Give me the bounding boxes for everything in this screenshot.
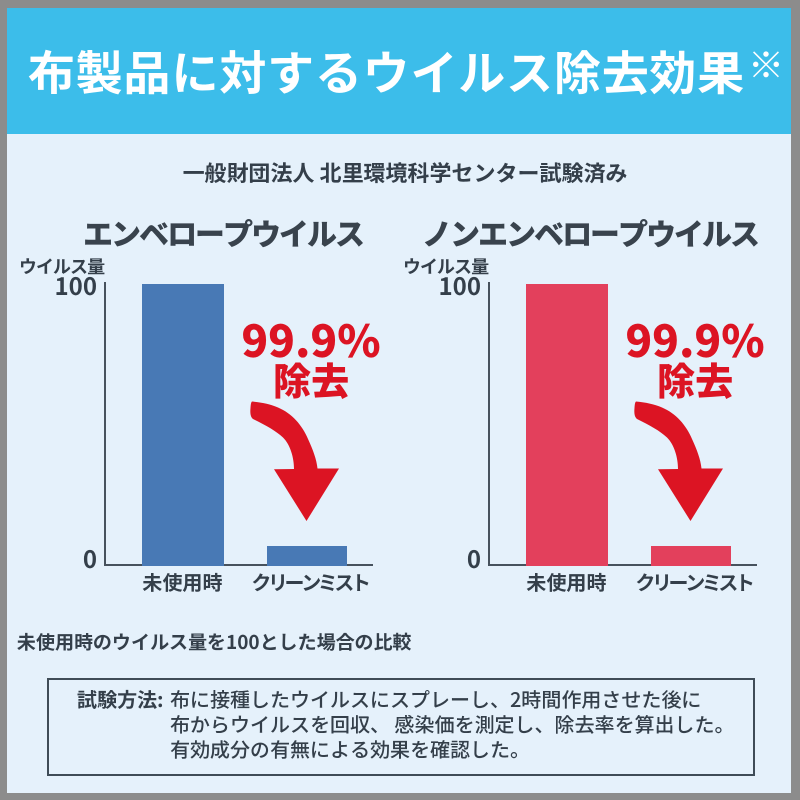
y-tick-100: 100 (54, 267, 97, 302)
bar-unused (526, 284, 608, 566)
removal-label: 除去 (656, 351, 733, 406)
down-arrow-icon (634, 401, 723, 521)
page-title-text: 布製品に対するウイルス除去効果 (28, 34, 745, 104)
y-axis-label: ウイルス量 (19, 253, 105, 279)
x-axis-line (104, 564, 373, 566)
removal-percent: 99.9% (241, 306, 381, 370)
removal-label: 除去 (272, 351, 349, 406)
y-axis-line (104, 282, 106, 566)
method-label: 試験方法: (77, 684, 164, 713)
removal-percent: 99.9% (625, 306, 765, 370)
y-axis-line (488, 282, 490, 566)
x-axis-line (488, 564, 757, 566)
x-tick-clean-mist: クリーンミスト (251, 567, 371, 596)
comparison-note: 未使用時のウイルス量を100とした場合の比較 (17, 628, 412, 655)
method-line-3: 有効成分の有無による効果を確認した。 (170, 734, 530, 763)
reference-mark: ※ (748, 36, 785, 89)
bar-clean-mist (651, 546, 731, 566)
chart-non-enveloped-virus: ノンエンベロープウイルス ウイルス量 100 0 未使用時 クリーンミスト 99… (391, 8, 791, 793)
y-tick-0: 0 (466, 540, 481, 575)
title-banner: 布製品に対するウイルス除去効果※ (7, 8, 791, 134)
method-line-1: 布に接種したウイルスにスプレーし、2時間作用させた後に (170, 684, 702, 713)
subtitle: 一般財団法人 北里環境科学センター試験済み (182, 156, 628, 188)
chart-title-enveloped: エンベロープウイルス (83, 210, 365, 254)
chart-title-non-enveloped: ノンエンベロープウイルス (422, 210, 760, 254)
bar-clean-mist (267, 546, 347, 566)
method-box: 試験方法: 布に接種したウイルスにスプレーし、2時間作用させた後に 布からウイル… (47, 678, 755, 776)
x-tick-clean-mist: クリーンミスト (635, 567, 755, 596)
method-description: 布に接種したウイルスにスプレーし、2時間作用させた後に 布からウイルスを回収、 … (170, 686, 735, 761)
page-title: 布製品に対するウイルス除去効果※ (7, 45, 784, 93)
x-tick-unused: 未使用時 (142, 567, 223, 596)
content-area: 布製品に対するウイルス除去効果※ 一般財団法人 北里環境科学センター試験済み エ… (7, 8, 791, 793)
y-axis-label: ウイルス量 (403, 253, 489, 279)
method-line-2: 布からウイルスを回収、 感染価を測定し、除去率を算出した。 (170, 709, 735, 738)
y-tick-100: 100 (438, 267, 481, 302)
x-tick-unused: 未使用時 (526, 567, 607, 596)
y-tick-0: 0 (82, 540, 97, 575)
bar-unused (142, 284, 224, 566)
chart-enveloped-virus: エンベロープウイルス ウイルス量 100 0 未使用時 クリーンミスト 99.9… (7, 8, 423, 793)
down-arrow-icon (250, 401, 339, 521)
